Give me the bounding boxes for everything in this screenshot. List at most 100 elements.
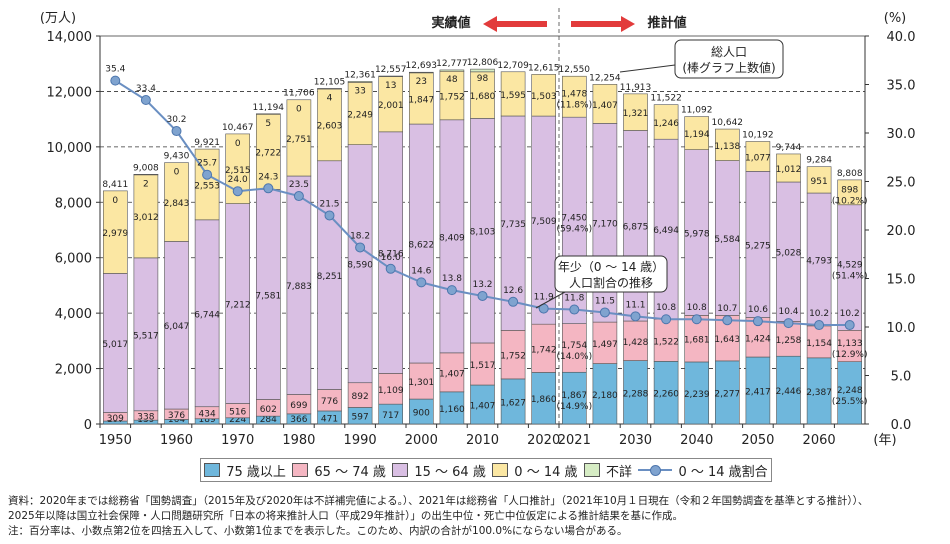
legend-item-ratio: 0 ～ 14 歳割合 [638, 461, 768, 480]
bar-value-label: 4,529 [837, 261, 863, 271]
legend-label: 15 ～ 64 歳 [414, 464, 486, 480]
bar-value-label: 1,154 [806, 339, 832, 349]
bar-segment [378, 131, 404, 374]
bar-segment [745, 171, 771, 318]
bar-value-label: 33 [354, 86, 365, 96]
ratio-value-label: 24.0 [228, 175, 248, 185]
ratio-point [630, 311, 641, 322]
ratio-value-label: 30.2 [166, 115, 186, 125]
bar-segment [255, 113, 281, 115]
ratio-value-label: 10.2 [840, 309, 860, 319]
ratio-value-label: 23.5 [289, 180, 309, 190]
legend-label: 65 ～ 74 歳 [314, 464, 386, 480]
bar-value-label: 434 [199, 410, 216, 420]
x-tick-label: 1970 [221, 433, 254, 448]
bar-value-label: 2,277 [714, 389, 740, 399]
ratio-value-label: 11.8 [564, 294, 584, 304]
ratio-point [232, 186, 243, 197]
ratio-point [171, 126, 182, 137]
bar-value-label: 1,742 [531, 345, 557, 355]
bar-value-label: 2 [143, 179, 149, 189]
bar-segment [531, 323, 557, 373]
bar-value-label: 1,860 [531, 395, 557, 405]
total-label: 9,430 [164, 152, 190, 162]
bar-segment [561, 75, 587, 118]
ratio-value-label: 10.8 [656, 303, 676, 313]
y-tick-label: 10,000 [47, 141, 93, 156]
x-tick-label: 2000 [405, 433, 438, 448]
bar-value-label: 1,867 [561, 391, 587, 401]
total-label: 9,744 [776, 143, 802, 153]
bar-segment [347, 82, 373, 145]
legend-label: 0 ～ 14 歳割合 [678, 464, 768, 480]
bar-segment [133, 174, 159, 176]
ratio-value-label: 14.6 [411, 266, 431, 276]
bar-segment [286, 175, 312, 395]
bar-value-label: 516 [229, 408, 246, 418]
bar-value-label: 1,407 [470, 402, 496, 412]
bar-segment [745, 356, 771, 425]
bar-segment [806, 325, 832, 359]
bar-segment [531, 372, 557, 425]
total-label: 8,808 [837, 169, 863, 179]
y2-tick-label: 0.0 [891, 418, 912, 433]
bar-segment [684, 116, 710, 150]
ratio-value-label: 13.8 [442, 274, 462, 284]
bar-value-label: 366 [290, 415, 307, 425]
total-label: 11,194 [253, 103, 285, 113]
bar-segment [103, 273, 128, 413]
bar-value-label: 2,001 [378, 101, 404, 111]
bar-value-label: 224 [229, 415, 246, 425]
bar-value-label: 7,581 [255, 291, 281, 301]
y-tick-label: 2,000 [55, 363, 92, 378]
bar-value-label: 2,288 [623, 389, 649, 399]
bar-segment [623, 360, 648, 425]
bar-value-label: 338 [137, 412, 154, 422]
x-tick-label: 1950 [99, 433, 132, 448]
ratio-value-label: 13.2 [472, 280, 492, 290]
bar-segment [776, 153, 801, 183]
actual-arrow-icon [483, 16, 547, 32]
ratio-point [814, 320, 825, 331]
bar-value-label: 8,103 [470, 228, 496, 238]
bar-segment [317, 88, 342, 90]
bar-segment [225, 203, 250, 404]
total-callout-text: (棒グラフ上数値) [682, 60, 775, 75]
total-callout-box [674, 39, 784, 79]
ratio-point [324, 210, 335, 221]
bar-segment [408, 362, 434, 400]
bar-value-label: 2,249 [347, 111, 373, 121]
ratio-callout-pointer [535, 291, 566, 309]
ratio-point [140, 95, 151, 106]
bar-value-label: 7,883 [286, 282, 312, 292]
legend-swatch [392, 463, 409, 477]
bar-segment [164, 162, 189, 242]
bar-segment [164, 241, 189, 410]
bar-value-label: (59.4%) [556, 224, 592, 234]
actual-label: 実績値 [431, 15, 470, 31]
bar-segment [806, 192, 832, 327]
bar-segment [806, 166, 832, 194]
legend-swatch [292, 463, 309, 477]
bar-value-label: 2,239 [684, 390, 710, 400]
bar-segment [623, 320, 648, 361]
bar-value-label: 717 [382, 411, 399, 421]
bar-segment [255, 113, 281, 190]
population-chart: 0 2,000 4,000 6,000 8,000 10,000 12,000 14,000 0… [40, 8, 915, 448]
legend-item-75-plus: 75 歳以上 [204, 461, 286, 480]
legend-swatch [204, 463, 221, 477]
bar-segment [408, 72, 434, 125]
bar-segment [684, 149, 710, 316]
ratio-point [263, 183, 274, 194]
bar-value-label: (14.9%) [556, 402, 592, 412]
bar-value-label: 13 [385, 81, 396, 91]
bar-value-label: 98 [477, 74, 489, 84]
ratio-point [202, 169, 213, 180]
bar-value-label: 2,603 [317, 122, 343, 132]
total-label: 10,467 [222, 123, 254, 133]
bar-value-label: 2,417 [745, 388, 771, 398]
bar-value-label: 7,509 [531, 217, 557, 227]
y-tick-label: 4,000 [55, 307, 92, 322]
x-tick-label: 2021 [558, 433, 591, 448]
total-label: 12,709 [497, 61, 529, 71]
